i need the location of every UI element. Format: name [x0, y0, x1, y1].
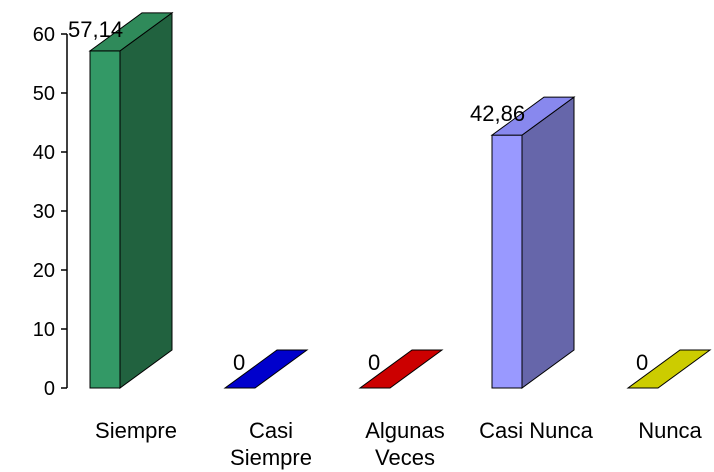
x-category-label: Siempre: [95, 418, 177, 443]
y-tick-label: 10: [33, 319, 55, 341]
bar-flat-face: [223, 349, 309, 389]
x-category-label: Casi Nunca: [479, 418, 593, 443]
data-label: 0: [368, 350, 380, 375]
y-tick-label: 20: [33, 260, 55, 282]
data-label: 57,14: [68, 17, 123, 42]
bar-4: [490, 96, 576, 389]
bar-flat-face: [626, 349, 712, 389]
bar-flat-face: [358, 349, 444, 389]
bar-side-face: [119, 11, 173, 389]
x-category-label: Casi Siempre: [230, 418, 312, 470]
y-tick-label: 40: [33, 142, 55, 164]
y-tick-label: 60: [33, 24, 55, 46]
bar-side-face: [521, 96, 575, 389]
data-label: 0: [233, 350, 245, 375]
x-category-label: Algunas Veces: [365, 418, 445, 470]
bar-5: [626, 349, 712, 389]
bar-2: [223, 349, 309, 389]
bar-front-face: [89, 50, 121, 389]
y-tick-label: 30: [33, 201, 55, 223]
x-category-label: Nunca: [638, 418, 702, 443]
bar-top-face: [88, 12, 174, 52]
data-label: 42,86: [470, 101, 525, 126]
y-tick-label: 0: [44, 378, 55, 400]
bar-1: [88, 11, 174, 389]
data-label: 0: [636, 350, 648, 375]
bar-3: [358, 349, 444, 389]
bar-front-face: [491, 134, 523, 389]
bar-top-face: [490, 96, 576, 136]
y-tick-label: 50: [33, 83, 55, 105]
